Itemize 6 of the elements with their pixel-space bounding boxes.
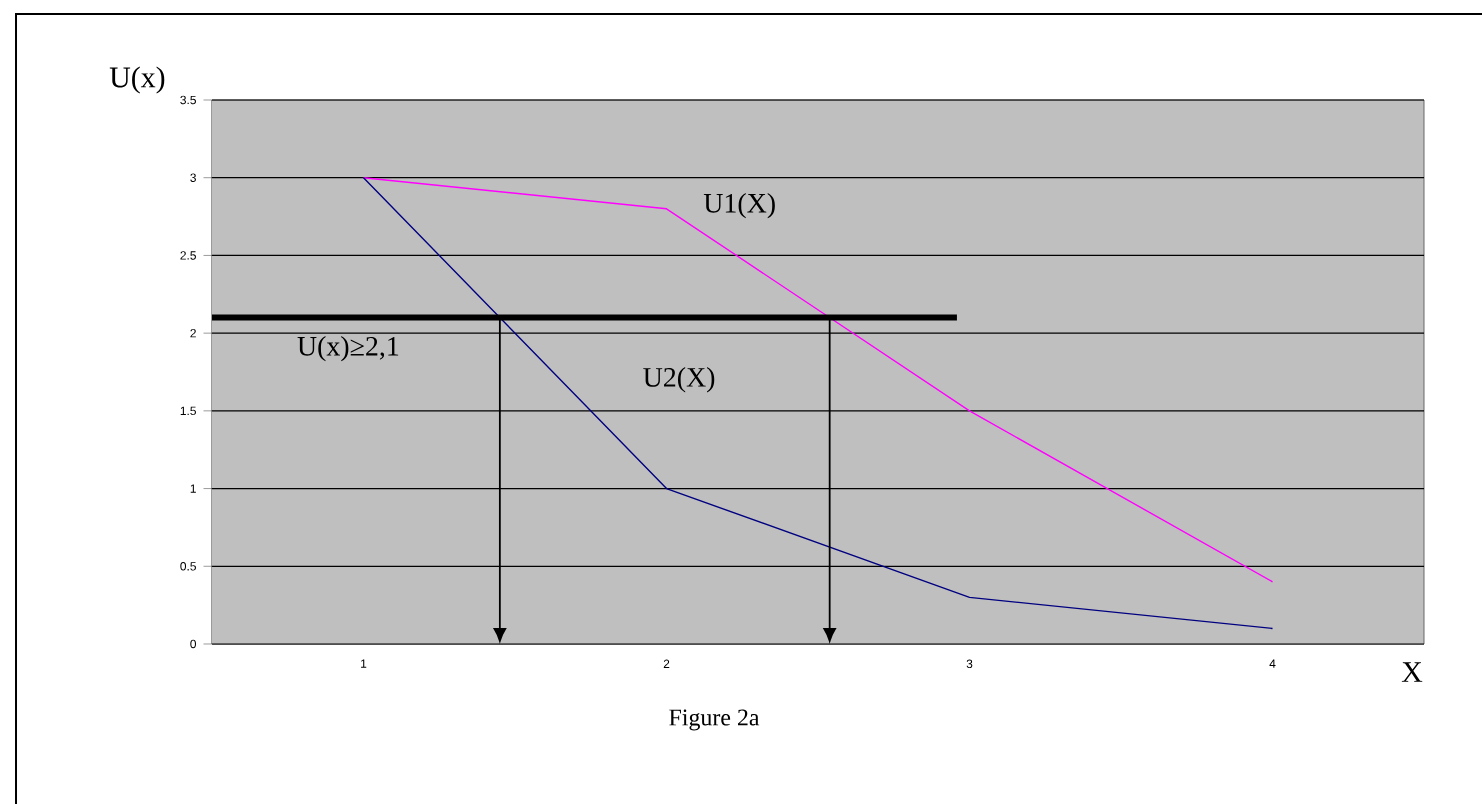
ref-line-label: U(x)≥2,1 [297,336,399,362]
series-label: U2(X) [643,367,715,393]
x-axis-title: X [1401,662,1423,682]
series-label: U1(X) [703,193,775,219]
caption: Figure 2a [669,709,760,731]
y-axis-title: U(x) [109,66,165,94]
